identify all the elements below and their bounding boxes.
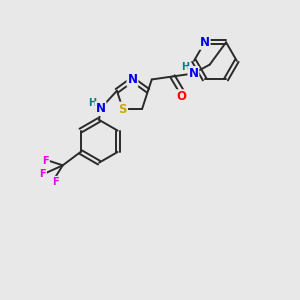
Text: O: O: [176, 90, 187, 103]
Text: H: H: [88, 98, 96, 108]
Text: H: H: [181, 62, 189, 72]
Text: N: N: [200, 36, 210, 49]
Text: F: F: [52, 177, 59, 187]
Text: F: F: [43, 156, 49, 166]
Text: N: N: [96, 102, 106, 115]
Text: N: N: [188, 67, 198, 80]
Text: S: S: [118, 103, 127, 116]
Text: F: F: [40, 169, 46, 179]
Text: N: N: [128, 73, 137, 86]
